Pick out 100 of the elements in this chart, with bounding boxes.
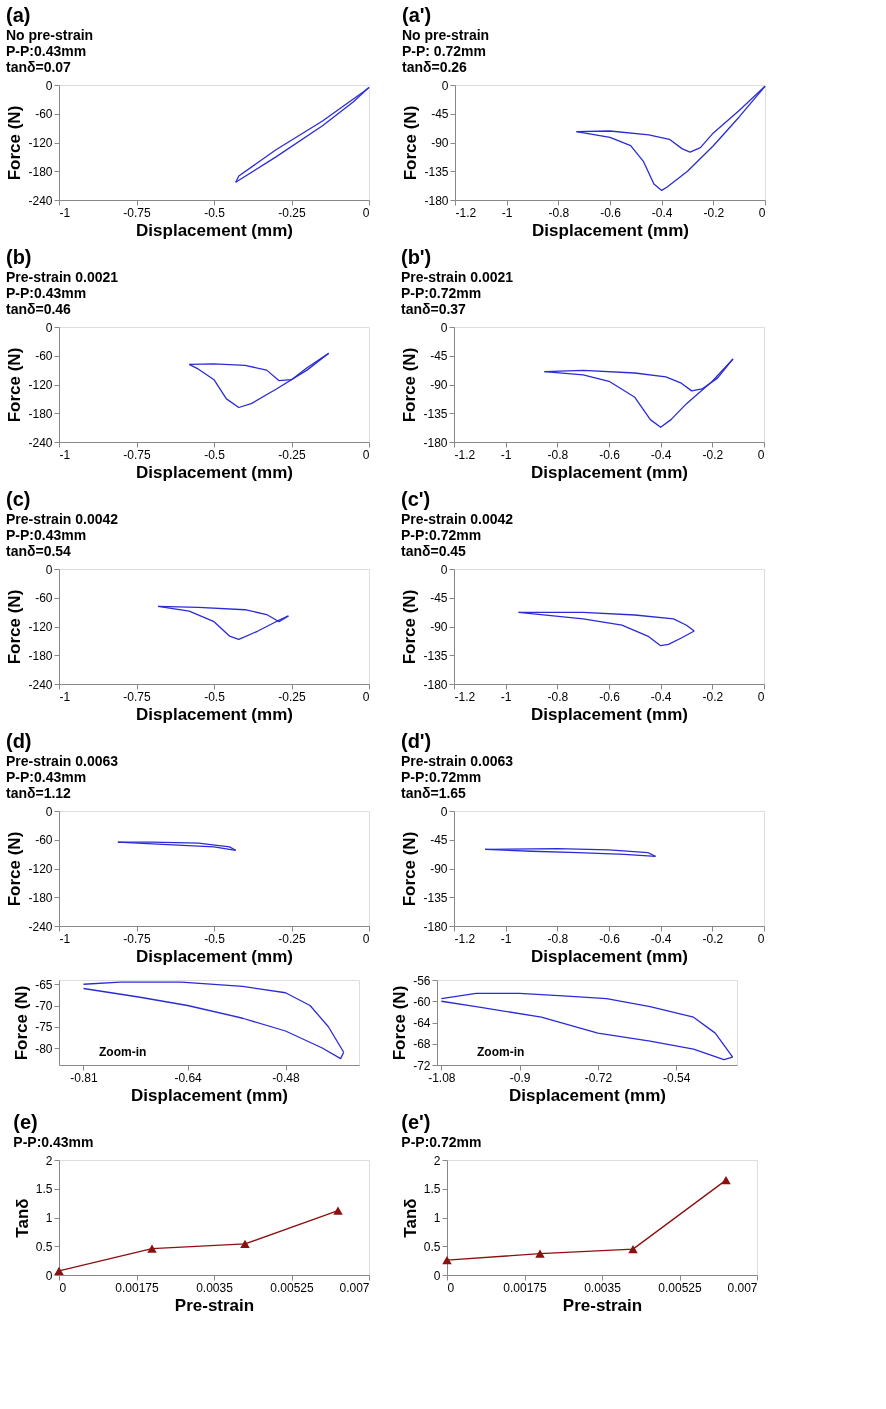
y-tick-label: -70 <box>35 999 53 1013</box>
y-tick-label: 0 <box>433 1268 441 1283</box>
x-tick-label: -0.25 <box>278 689 306 704</box>
x-tick-label: -1 <box>59 931 71 946</box>
y-tick-label: 2 <box>433 1153 441 1168</box>
y-tick-label: 0 <box>440 562 448 577</box>
x-axis-title: Displacement (mm) <box>136 704 293 724</box>
x-tick-label: -0.6 <box>599 931 621 946</box>
x-tick-label: 0.007 <box>727 1280 758 1295</box>
x-axis-title: Displacement (mm) <box>136 462 293 482</box>
x-tick-label: -0.54 <box>662 1070 691 1085</box>
y-axis-title: Force (N) <box>390 985 410 1061</box>
y-tick-label: -240 <box>28 677 53 692</box>
x-tick-label: -0.9 <box>509 1070 531 1085</box>
x-tick-label: -0.2 <box>702 931 724 946</box>
y-tick-label: -180 <box>423 919 448 934</box>
x-tick-label: -1 <box>59 205 71 220</box>
x-tick-label: -0.4 <box>650 689 672 704</box>
y-tick-label: -135 <box>423 406 448 421</box>
text: P-P:0.72mm <box>400 527 482 543</box>
y-tick-label: -90 <box>430 620 448 634</box>
y-tick-label: -90 <box>431 136 449 150</box>
y-tick-label: -75 <box>35 1020 53 1035</box>
y-tick-label: -80 <box>35 1041 53 1056</box>
x-tick-label: -0.8 <box>548 205 570 220</box>
text: P-P:0.72mm <box>400 769 482 785</box>
y-tick-label: -180 <box>424 193 449 208</box>
y-tick-label: -120 <box>28 378 53 392</box>
chart-title: (b') <box>400 246 432 268</box>
y-axis-title: Tanδ <box>12 1198 32 1238</box>
x-axis-title: Displacement (mm) <box>131 1085 288 1105</box>
y-tick-label: -90 <box>430 862 448 876</box>
text: Pre-strain 0.0063 <box>400 753 514 769</box>
x-tick-label: -0.8 <box>547 689 569 704</box>
x-tick-label: -1.2 <box>454 447 476 462</box>
x-tick-label: 0 <box>758 205 766 220</box>
y-tick-label: -45 <box>431 107 449 122</box>
y-tick-label: -60 <box>35 591 53 606</box>
x-axis-title: Displacement (mm) <box>532 220 689 240</box>
x-tick-label: -0.5 <box>204 447 226 462</box>
y-tick-label: -72 <box>413 1058 431 1073</box>
y-axis-title: Tanδ <box>400 1198 420 1238</box>
y-tick-label: -180 <box>28 648 53 663</box>
y-tick-label: 0.5 <box>35 1239 53 1254</box>
x-tick-label: -0.75 <box>123 205 151 220</box>
x-tick-label: -0.64 <box>174 1070 203 1085</box>
annotation: Zoom-in <box>99 1045 147 1059</box>
chart-title: (a) <box>5 4 31 26</box>
x-tick-label: -0.72 <box>584 1070 613 1085</box>
annotation: Zoom-in <box>477 1045 525 1059</box>
x-tick-label: 0 <box>757 931 765 946</box>
y-tick-label: 0 <box>440 320 448 335</box>
y-tick-label: -135 <box>423 890 448 905</box>
x-tick-label: -1 <box>500 689 512 704</box>
text: tanδ=0.26 <box>401 59 468 75</box>
text: P-P:0.43mm <box>5 43 87 59</box>
text: tanδ=1.65 <box>400 785 467 801</box>
x-tick-label: -0.4 <box>651 205 673 220</box>
y-tick-label: -240 <box>28 919 53 934</box>
y-tick-label: 0 <box>45 804 53 819</box>
y-tick-label: 0 <box>440 804 448 819</box>
y-tick-label: -60 <box>35 833 53 848</box>
x-tick-label: -0.2 <box>703 205 725 220</box>
x-tick-label: -1.2 <box>454 689 476 704</box>
y-tick-label: -45 <box>430 349 448 364</box>
y-tick-label: 1 <box>433 1211 441 1225</box>
x-tick-label: 0.0035 <box>196 1280 234 1295</box>
y-tick-label: -135 <box>424 164 449 179</box>
x-tick-label: -0.48 <box>272 1070 301 1085</box>
text: No pre-strain <box>401 27 490 43</box>
y-tick-label: -135 <box>423 648 448 663</box>
y-axis-title: Force (N) <box>5 589 25 665</box>
x-axis-title: Displacement (mm) <box>509 1085 666 1105</box>
x-tick-label: -0.75 <box>123 447 151 462</box>
chart-title: (a') <box>401 4 432 26</box>
text: tanδ=1.12 <box>5 785 72 801</box>
y-tick-label: -180 <box>28 406 53 421</box>
y-tick-label: -120 <box>28 862 53 876</box>
y-tick-label: -65 <box>35 977 53 992</box>
y-tick-label: -240 <box>28 435 53 450</box>
x-tick-label: -0.5 <box>204 205 226 220</box>
text: P-P:0.72mm <box>400 285 482 301</box>
text: Pre-strain 0.0063 <box>5 753 119 769</box>
x-axis-title: Displacement (mm) <box>136 946 293 966</box>
x-tick-label: -1.08 <box>428 1070 456 1085</box>
y-axis-title: Force (N) <box>12 985 32 1061</box>
chart-title: (c') <box>400 488 431 510</box>
x-tick-label: -0.75 <box>123 689 151 704</box>
x-tick-label: -0.6 <box>600 205 622 220</box>
y-tick-label: 0 <box>45 320 53 335</box>
x-tick-label: -1 <box>59 447 71 462</box>
y-tick-label: 0 <box>45 562 53 577</box>
x-tick-label: 0.00525 <box>658 1280 703 1295</box>
y-tick-label: -120 <box>28 136 53 150</box>
y-tick-label: -45 <box>430 833 448 848</box>
text: Pre-strain 0.0042 <box>400 511 514 527</box>
x-tick-label: -0.2 <box>702 689 724 704</box>
y-tick-label: 0.5 <box>423 1239 441 1254</box>
x-tick-label: -1 <box>500 447 512 462</box>
x-tick-label: -1.2 <box>454 931 476 946</box>
